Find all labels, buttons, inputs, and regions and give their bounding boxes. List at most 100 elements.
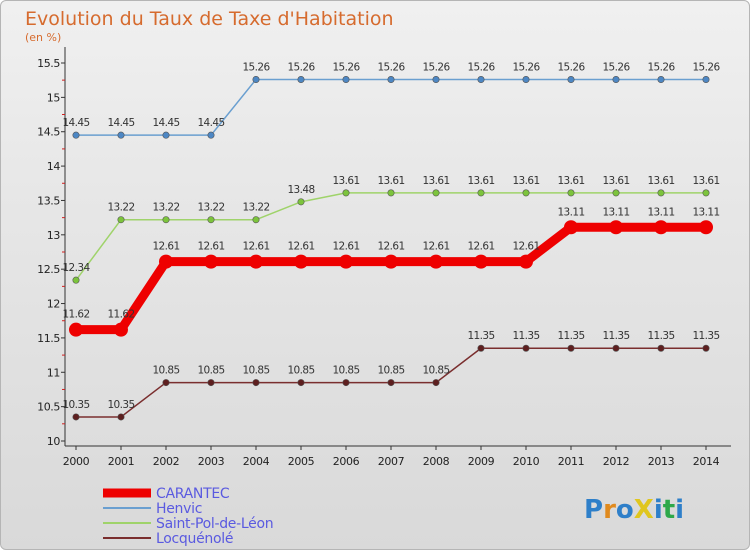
data-point <box>72 276 80 284</box>
data-label: 12.61 <box>422 241 449 253</box>
data-label: 12.61 <box>512 241 539 253</box>
x-tick-label: 2006 <box>333 455 360 468</box>
data-point <box>207 216 215 224</box>
data-label: 13.22 <box>197 202 224 214</box>
data-label: 12.61 <box>197 241 224 253</box>
series-carantec: 11.62 11.62 12.61 12.61 12.61 12.61 12.61 12.61… <box>62 206 720 337</box>
data-label: 10.85 <box>422 365 449 377</box>
data-point <box>657 189 665 197</box>
data-point <box>522 75 530 83</box>
data-label: 12.34 <box>62 262 90 274</box>
data-point <box>117 131 125 139</box>
data-point <box>654 220 668 235</box>
data-label: 15.26 <box>287 61 315 73</box>
logo-letter: o <box>616 495 634 525</box>
logo-letter: P <box>584 495 603 525</box>
data-point <box>297 379 305 387</box>
data-point <box>387 379 395 387</box>
data-point <box>522 344 530 352</box>
y-tick-label: 15 <box>47 91 61 104</box>
data-label: 13.11 <box>557 206 584 218</box>
y-tick-label: 14.5 <box>37 126 60 139</box>
data-point <box>432 379 440 387</box>
y-tick-label: 10.5 <box>37 401 60 414</box>
data-point <box>702 189 710 197</box>
y-tick-label: 13 <box>47 229 61 242</box>
data-point <box>117 413 125 421</box>
data-label: 13.11 <box>692 206 719 218</box>
data-label: 13.61 <box>377 175 404 187</box>
data-point <box>657 75 665 83</box>
data-label: 12.61 <box>467 241 494 253</box>
data-point <box>519 254 533 269</box>
data-point <box>612 75 620 83</box>
data-label: 12.61 <box>152 241 179 253</box>
data-point <box>252 216 260 224</box>
data-point <box>159 254 173 269</box>
y-tick-label: 12.5 <box>37 263 60 276</box>
proxiti-logo: ProXiti <box>584 495 684 525</box>
data-point <box>297 75 305 83</box>
data-label: 13.61 <box>647 175 674 187</box>
data-point <box>72 413 80 421</box>
data-point <box>207 379 215 387</box>
data-label: 11.35 <box>692 330 719 342</box>
data-label: 15.26 <box>692 61 720 73</box>
data-point <box>69 322 83 337</box>
logo-letter: t <box>663 495 675 525</box>
data-label: 10.85 <box>287 365 314 377</box>
data-point <box>342 75 350 83</box>
x-tick-label: 2007 <box>378 455 405 468</box>
data-point <box>342 189 350 197</box>
y-tick-label: 11.5 <box>37 332 60 345</box>
data-point <box>342 379 350 387</box>
logo-letter: i <box>675 495 684 525</box>
data-point <box>387 189 395 197</box>
x-tick-label: 2010 <box>513 455 540 468</box>
data-label: 12.61 <box>242 241 269 253</box>
data-point <box>117 216 125 224</box>
data-label: 15.26 <box>242 61 270 73</box>
data-label: 13.22 <box>242 202 269 214</box>
data-label: 11.35 <box>557 330 584 342</box>
legend-label: CARANTEC <box>156 486 230 502</box>
logo-text: ProXiti <box>584 495 684 525</box>
data-point <box>477 189 485 197</box>
data-label: 13.11 <box>647 206 674 218</box>
data-point <box>387 75 395 83</box>
x-tick-label: 2004 <box>243 455 270 468</box>
data-point <box>429 254 443 269</box>
data-label: 13.61 <box>692 175 719 187</box>
data-label: 13.11 <box>602 206 629 218</box>
data-point <box>477 344 485 352</box>
data-point <box>207 131 215 139</box>
data-point <box>114 322 128 337</box>
data-label: 11.35 <box>602 330 629 342</box>
x-tick-label: 2011 <box>558 455 584 468</box>
data-point <box>657 344 665 352</box>
data-point <box>699 220 713 235</box>
data-point <box>522 189 530 197</box>
logo-letter: r <box>603 495 616 525</box>
series-henvic: 14.45 14.45 14.45 14.45 15.26 15.26 15.26 15.26… <box>62 61 721 139</box>
data-label: 13.61 <box>512 175 539 187</box>
data-label: 13.61 <box>557 175 584 187</box>
data-point <box>612 344 620 352</box>
data-point <box>474 254 488 269</box>
legend-label: Locquénolé <box>156 531 233 547</box>
data-label: 15.26 <box>647 61 675 73</box>
data-point <box>294 254 308 269</box>
logo-letter: X <box>634 495 654 525</box>
data-point <box>702 75 710 83</box>
series-saint-pol-de-l-on: 12.34 13.22 13.22 13.22 13.22 13.48 13.61 13.61… <box>62 175 720 284</box>
data-label: 13.22 <box>107 202 134 214</box>
data-point <box>162 216 170 224</box>
data-label: 10.35 <box>62 399 89 411</box>
data-label: 10.85 <box>152 365 179 377</box>
data-label: 13.48 <box>287 184 314 196</box>
series-locqu-nol-: 10.35 10.35 10.85 10.85 10.85 10.85 10.85 10.85… <box>62 330 720 421</box>
axes-group: 10 10.5 11 11.5 12 12.5 13 13.5 14 14.5 15 15.5 2000… <box>37 47 731 468</box>
data-label: 13.61 <box>602 175 629 187</box>
data-point <box>252 75 260 83</box>
